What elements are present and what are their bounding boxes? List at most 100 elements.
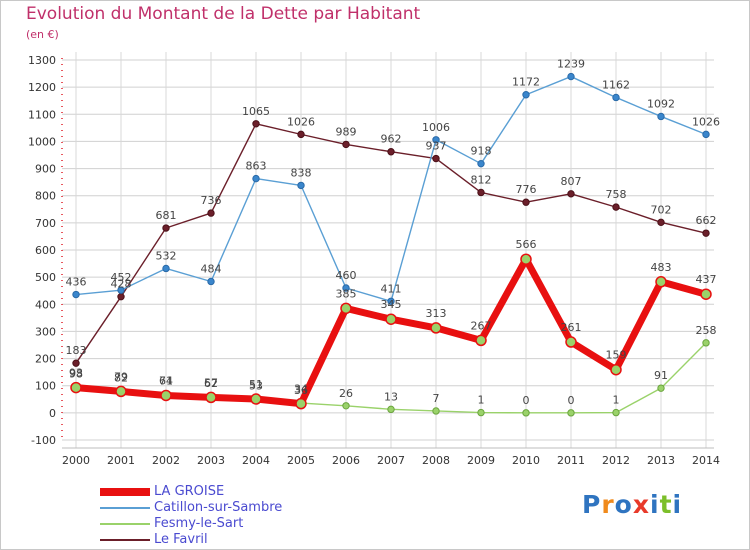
y-tick-label: 400: [35, 298, 56, 311]
data-point: [657, 218, 665, 227]
legend-item: Catillon-sur-Sambre: [100, 500, 420, 516]
x-tick-label: 2012: [602, 454, 630, 467]
data-label: 261: [561, 321, 582, 334]
legend: LA GROISE Catillon-sur-Sambre Fesmy-le-Sar…: [100, 484, 420, 548]
data-point: [565, 336, 577, 348]
data-point: [477, 188, 485, 197]
data-point: [115, 385, 127, 398]
data-label: 1026: [692, 115, 720, 128]
data-label: 812: [471, 173, 492, 186]
data-label: 51: [249, 378, 263, 391]
x-tick-label: 2002: [152, 454, 180, 467]
data-point: [385, 313, 397, 325]
proxiti-logo: Proxiti: [582, 490, 682, 519]
logo-letter: r: [601, 490, 615, 519]
chart-subtitle: (en €): [26, 28, 59, 41]
data-label: 0: [568, 394, 575, 407]
data-point: [387, 148, 395, 156]
data-label: 437: [696, 273, 717, 286]
data-label: 64: [159, 374, 173, 387]
data-point: [702, 339, 710, 347]
data-label: 1006: [422, 121, 450, 134]
data-label: 62: [204, 377, 218, 390]
data-point: [567, 409, 575, 417]
legend-swatch: [100, 488, 150, 496]
data-label: 807: [561, 175, 582, 188]
data-point: [475, 334, 487, 347]
x-tick-label: 2010: [512, 454, 540, 467]
data-label: 452: [111, 271, 132, 284]
data-label: 662: [696, 214, 717, 227]
y-tick-label: 600: [35, 244, 56, 257]
data-label: 776: [516, 183, 537, 196]
y-tick-label: 200: [35, 353, 56, 366]
data-point: [162, 264, 170, 273]
data-point: [610, 363, 622, 376]
data-point: [567, 190, 575, 198]
data-point: [430, 322, 442, 334]
y-tick-label: 900: [35, 163, 56, 176]
data-label: 483: [651, 261, 672, 274]
data-label: 436: [66, 276, 87, 289]
data-label: 702: [651, 203, 672, 216]
y-tick-label: 1300: [28, 54, 56, 67]
data-point: [387, 297, 395, 305]
data-label: 98: [69, 367, 83, 380]
data-point: [117, 292, 125, 301]
legend-label: Catillon-sur-Sambre: [154, 500, 283, 515]
x-tick-label: 2006: [332, 454, 360, 467]
data-point: [567, 72, 575, 81]
data-point: [522, 91, 530, 99]
data-label: 34: [294, 383, 308, 396]
data-label: 267: [471, 319, 492, 332]
data-point: [207, 209, 215, 217]
legend-item: LA GROISE: [100, 484, 420, 500]
data-label: 758: [606, 188, 627, 201]
data-point: [432, 407, 440, 415]
y-tick-label: -100: [31, 434, 56, 447]
data-label: 681: [156, 209, 177, 222]
y-tick-label: 700: [35, 217, 56, 230]
data-point: [72, 290, 80, 299]
grid: [62, 52, 714, 448]
legend-swatch: [100, 507, 150, 509]
data-label: 313: [426, 307, 447, 320]
y-tick-label: 1200: [28, 81, 56, 94]
data-label: 989: [336, 125, 357, 138]
data-point: [657, 112, 665, 121]
data-label: 1065: [242, 105, 270, 118]
data-point: [340, 302, 352, 315]
data-point: [207, 277, 215, 286]
data-label: 937: [426, 140, 447, 153]
data-label: 93: [69, 367, 83, 380]
logo-letter: i: [650, 490, 660, 519]
data-label: 736: [201, 194, 222, 207]
data-label: 53: [249, 379, 263, 392]
legend-swatch: [100, 539, 150, 541]
y-tick-label: 0: [49, 407, 56, 420]
chart-title: Evolution du Montant de la Dette par Hab…: [26, 4, 421, 24]
data-label: 57: [204, 376, 218, 389]
data-label: 1: [613, 394, 620, 407]
data-label: 411: [381, 282, 402, 295]
x-tick-label: 2014: [692, 454, 720, 467]
data-label: 1026: [287, 115, 315, 128]
x-tick-label: 2003: [197, 454, 225, 467]
legend-label: Le Favril: [154, 532, 208, 547]
x-tick-label: 2000: [62, 454, 90, 467]
data-labels: 1834286817361065102698996293781277680775…: [66, 58, 721, 407]
legend-label: LA GROISE: [154, 484, 225, 499]
y-tick-label: 500: [35, 271, 56, 284]
logo-letter: t: [659, 490, 673, 519]
data-label: 1162: [602, 78, 630, 91]
data-label: 918: [471, 145, 492, 158]
data-point: [432, 136, 440, 144]
data-point: [612, 408, 620, 417]
data-label: 0: [523, 394, 530, 407]
data-label: 159: [606, 349, 627, 362]
data-point: [160, 389, 172, 402]
data-label: 962: [381, 133, 402, 146]
data-point: [252, 120, 260, 128]
